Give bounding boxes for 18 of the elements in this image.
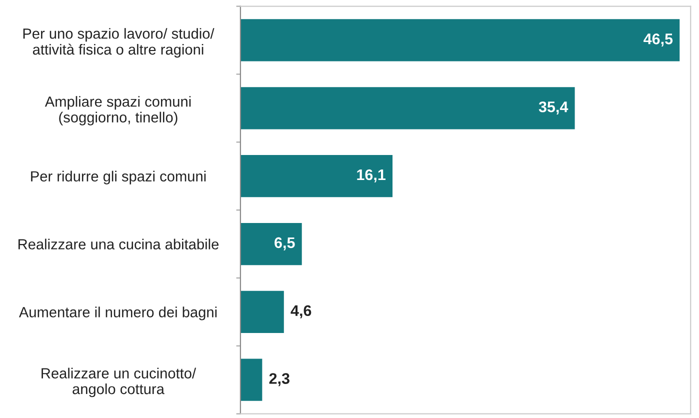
bar	[240, 87, 575, 130]
y-tick-label: Per ridurre gli spazi comuni	[31, 170, 206, 184]
y-tick-label: Realizzare una cucina abitabile	[18, 238, 219, 250]
y-tick-label: Ampliare spazi comuni (soggiorno, tinello)	[44, 96, 191, 126]
data-label: 16,1	[357, 169, 386, 182]
data-label: 6,5	[274, 237, 295, 250]
bar	[240, 222, 302, 266]
bar	[240, 358, 262, 401]
y-tick-label: Aumentare il numero dei bagni	[18, 306, 217, 320]
y-tick-label: Realizzare un cucinotto/ angolo cottura	[42, 368, 196, 398]
data-label: 4,6	[290, 305, 312, 318]
bar	[240, 155, 393, 198]
bar	[240, 290, 284, 333]
data-label: 35,4	[538, 101, 568, 114]
data-label: 46,5	[644, 34, 673, 47]
y-tick-label: Per uno spazio lavoro/ studio/ attività fisica o altre ragioni	[23, 28, 214, 58]
data-label: 2,3	[269, 373, 290, 386]
bar	[240, 19, 680, 62]
